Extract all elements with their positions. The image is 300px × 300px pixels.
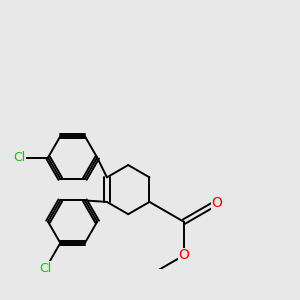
Text: O: O <box>178 248 189 262</box>
Text: Cl: Cl <box>13 151 25 164</box>
Text: Cl: Cl <box>40 262 52 275</box>
Text: O: O <box>212 196 223 209</box>
